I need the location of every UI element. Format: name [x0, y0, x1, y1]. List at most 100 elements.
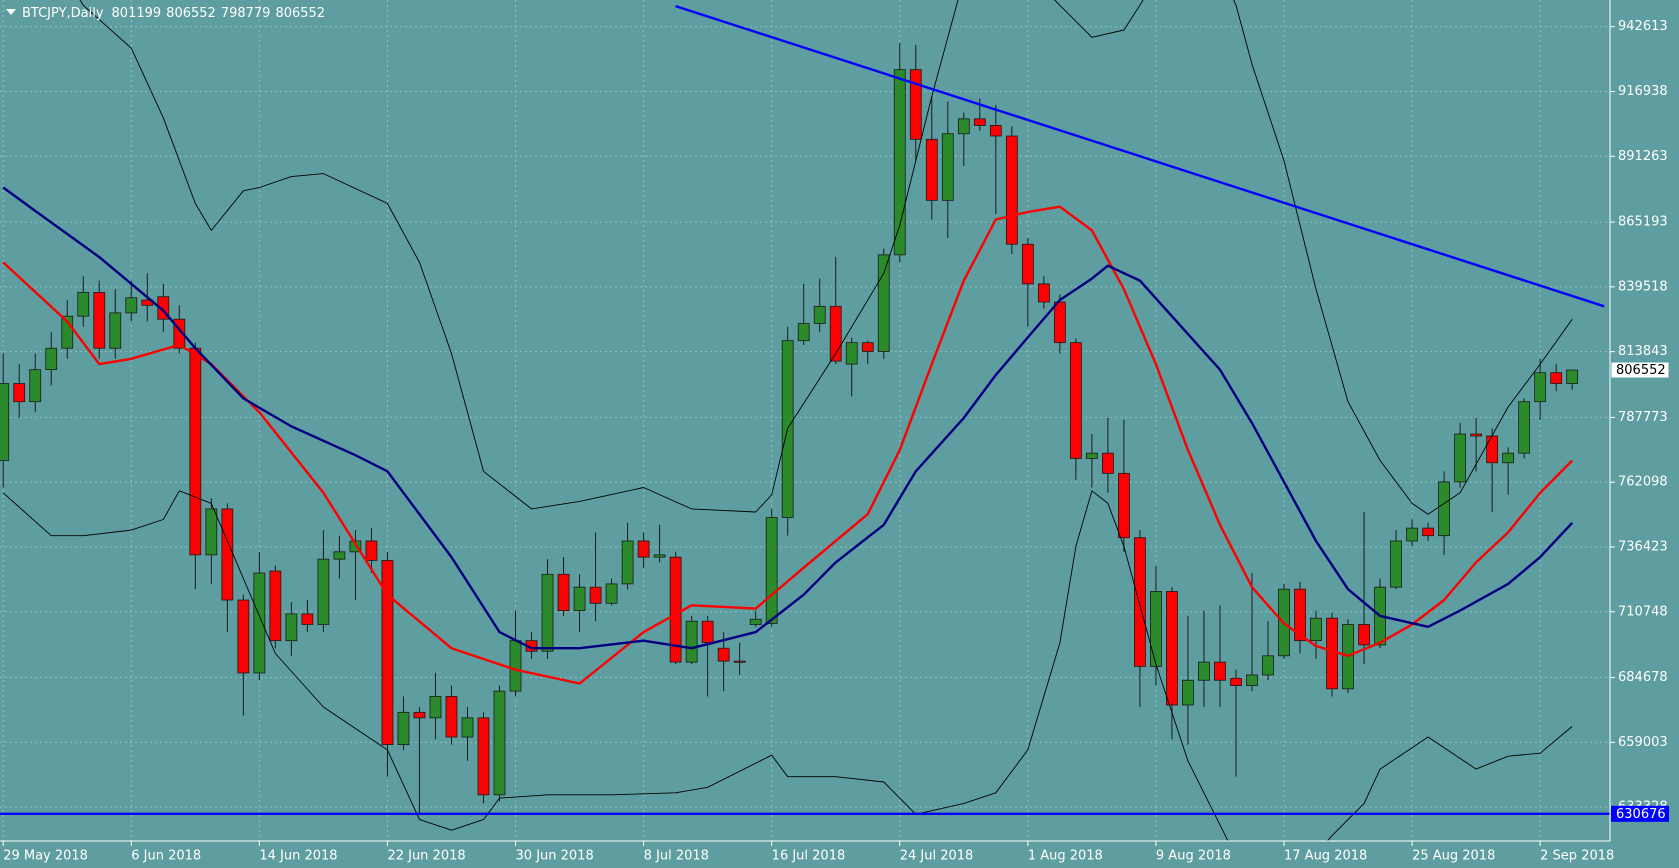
- indicator-line: [79, 0, 1573, 515]
- x-tick-label: 8 Jul 2018: [644, 849, 709, 864]
- plot-area: [0, 0, 1610, 841]
- candle-body: [605, 583, 618, 604]
- x-tick-label: 24 Jul 2018: [900, 849, 974, 864]
- candle-body: [797, 323, 810, 342]
- current-price-label: 806552: [1616, 363, 1666, 378]
- grid: [0, 0, 1610, 841]
- candle-body: [557, 573, 570, 612]
- y-tick-label: 813843: [1618, 344, 1668, 359]
- candle-body: [1518, 401, 1531, 454]
- trendline: [675, 4, 1605, 308]
- candle-body: [77, 292, 90, 317]
- candle-body: [1470, 433, 1483, 437]
- current-price-box: [1610, 361, 1670, 379]
- y-tick-label: 865193: [1618, 215, 1668, 230]
- indicator-line: [2, 186, 1574, 650]
- y-tick-label: 684678: [1618, 670, 1668, 685]
- candle-body: [1085, 452, 1098, 459]
- candle-body: [173, 318, 186, 349]
- x-tick-label: 22 Jun 2018: [387, 849, 465, 864]
- candle-body: [765, 517, 778, 624]
- candle-body: [1101, 452, 1114, 474]
- y-tick-label: 787773: [1618, 410, 1668, 425]
- candle-body: [813, 305, 826, 324]
- header-low: 798779: [221, 6, 271, 21]
- y-tick-label: 916938: [1618, 84, 1668, 99]
- candle-body: [1486, 435, 1499, 464]
- candle-body: [1198, 661, 1210, 681]
- candle-body: [701, 620, 714, 644]
- header-high: 806552: [166, 6, 216, 21]
- y-tick-label: 891263: [1618, 149, 1668, 164]
- candle-body: [333, 551, 346, 560]
- candle-body: [397, 711, 410, 746]
- candle-body: [509, 640, 522, 692]
- chart-title: BTCJPY,Daily: [22, 6, 104, 21]
- candle-body: [29, 369, 42, 403]
- x-tick-label: 1 Aug 2018: [1028, 849, 1103, 864]
- candle-body: [877, 254, 890, 352]
- candle-body: [1358, 624, 1370, 646]
- candle-body: [925, 138, 938, 201]
- chart-header: BTCJPY,Daily 801199 806552 798779 806552: [22, 6, 325, 21]
- y-tick-label: 942613: [1618, 19, 1668, 34]
- indicator-line: [2, 205, 1574, 685]
- candle-body: [61, 315, 74, 349]
- menu-triangle[interactable]: [6, 9, 16, 15]
- candle-body: [1005, 135, 1018, 245]
- candle-body: [1037, 283, 1050, 303]
- candle-body: [1069, 342, 1082, 459]
- x-tick-label: 2 Sep 2018: [1540, 849, 1614, 864]
- candle-body: [1053, 301, 1066, 344]
- candle-body: [1230, 677, 1242, 686]
- candle-body: [93, 292, 106, 349]
- candle-body: [461, 717, 474, 738]
- candle-body: [669, 556, 682, 663]
- candle-body: [429, 696, 442, 719]
- candle-body: [285, 613, 298, 642]
- candle-body: [957, 118, 970, 135]
- candle-body: [381, 560, 394, 746]
- candle-body: [253, 572, 266, 674]
- x-tick-label: 9 Aug 2018: [1156, 849, 1231, 864]
- candle-body: [413, 711, 426, 719]
- candle-body: [589, 586, 602, 604]
- candle-body: [1454, 433, 1467, 483]
- candle-body: [493, 690, 506, 796]
- indicator-line: [2, 490, 1573, 841]
- candle-body: [1214, 661, 1226, 681]
- candle-body: [1310, 617, 1322, 642]
- candle-body: [1438, 481, 1450, 537]
- candle-body: [125, 297, 138, 314]
- candle-body: [909, 69, 922, 140]
- candle-body: [1326, 617, 1338, 690]
- candle-body: [1422, 527, 1434, 537]
- header-close: 806552: [275, 6, 325, 21]
- candle-body: [1566, 369, 1579, 384]
- candle-body: [733, 660, 746, 663]
- candle-body: [717, 647, 730, 662]
- candle-body: [221, 508, 234, 601]
- candle-body: [1294, 588, 1306, 642]
- candle-body: [237, 599, 250, 674]
- candle-body: [1118, 472, 1130, 539]
- candle-body: [1390, 540, 1402, 588]
- candle-body: [989, 125, 1002, 137]
- candle-body: [45, 347, 58, 371]
- candle-body: [973, 118, 986, 126]
- candle-body: [749, 618, 762, 625]
- candle-body: [685, 620, 698, 663]
- candle-body: [653, 554, 666, 558]
- candle-body: [477, 717, 490, 796]
- hline-label-box: [1611, 805, 1669, 822]
- candle-body: [893, 69, 906, 256]
- y-tick-label: 736423: [1618, 539, 1668, 554]
- candle-body: [1502, 452, 1515, 464]
- candle-body: [845, 342, 858, 365]
- candle-body: [157, 296, 170, 320]
- candle-body: [637, 540, 650, 558]
- candle-body: [541, 573, 554, 652]
- candle-body: [301, 613, 314, 625]
- x-tick-label: 25 Aug 2018: [1412, 849, 1495, 864]
